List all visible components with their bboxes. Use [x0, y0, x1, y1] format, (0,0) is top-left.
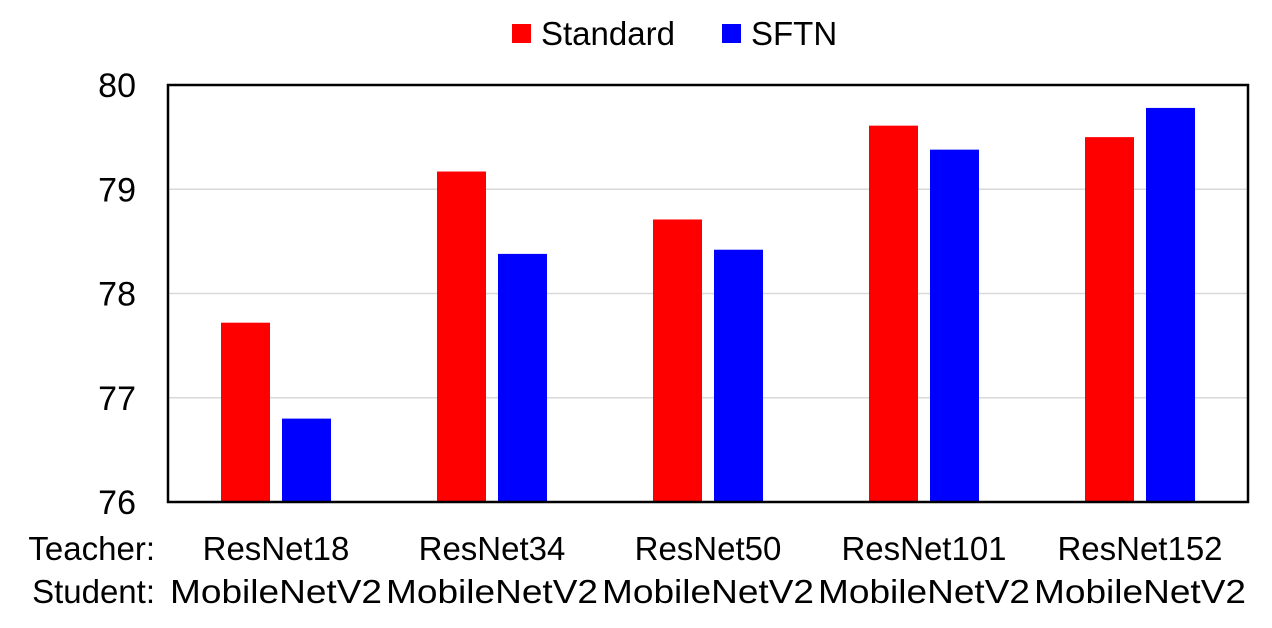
- bar-standard-resnet50: [653, 219, 702, 503]
- y-tick-label: 80: [98, 67, 136, 105]
- legend-label-standard: Standard: [541, 15, 675, 52]
- legend-label-sftn: SFTN: [751, 15, 837, 52]
- y-axis-ticks: 76 77 78 79 80: [98, 67, 136, 522]
- y-tick-label: 79: [98, 171, 136, 209]
- x-tick-label-student: MobileNetV2: [386, 573, 598, 610]
- y-tick-label: 78: [98, 276, 136, 314]
- student-row-label: Student:: [32, 573, 155, 610]
- x-tick-label-student: MobileNetV2: [1034, 573, 1246, 610]
- x-tick-label-student: MobileNetV2: [602, 573, 814, 610]
- bars: [221, 107, 1195, 503]
- bar-standard-resnet152: [1085, 137, 1134, 502]
- x-tick-label-student: MobileNetV2: [818, 573, 1030, 610]
- x-tick-label-teacher: ResNet34: [419, 530, 566, 567]
- legend: Standard SFTN: [512, 15, 837, 52]
- plot-area-frame: [166, 83, 1250, 504]
- x-tick-label-student: MobileNetV2: [170, 573, 382, 610]
- bar-sftn-resnet101: [930, 149, 979, 502]
- x-tick-label-teacher: ResNet152: [1057, 530, 1222, 567]
- bar-standard-resnet34: [437, 171, 486, 502]
- bar-standard-resnet18: [221, 322, 270, 502]
- grid-lines: [168, 188, 1248, 399]
- bar-sftn-resnet50: [714, 249, 763, 502]
- x-axis-labels: Teacher: Student: ResNet18 MobileNetV2 ResNe…: [28, 530, 1246, 610]
- y-tick-label: 77: [98, 380, 136, 418]
- y-tick-label: 76: [98, 484, 136, 522]
- x-tick-label-teacher: ResNet18: [203, 530, 350, 567]
- teacher-row-label: Teacher:: [28, 530, 155, 567]
- bar-standard-resnet101: [869, 125, 918, 502]
- x-tick-label-teacher: ResNet101: [841, 530, 1006, 567]
- bar-sftn-resnet152: [1146, 107, 1195, 502]
- bar-sftn-resnet18: [282, 418, 331, 502]
- x-tick-label-teacher: ResNet50: [635, 530, 782, 567]
- legend-swatch-sftn: [722, 24, 741, 43]
- legend-swatch-standard: [512, 24, 531, 43]
- bar-sftn-resnet34: [498, 253, 547, 502]
